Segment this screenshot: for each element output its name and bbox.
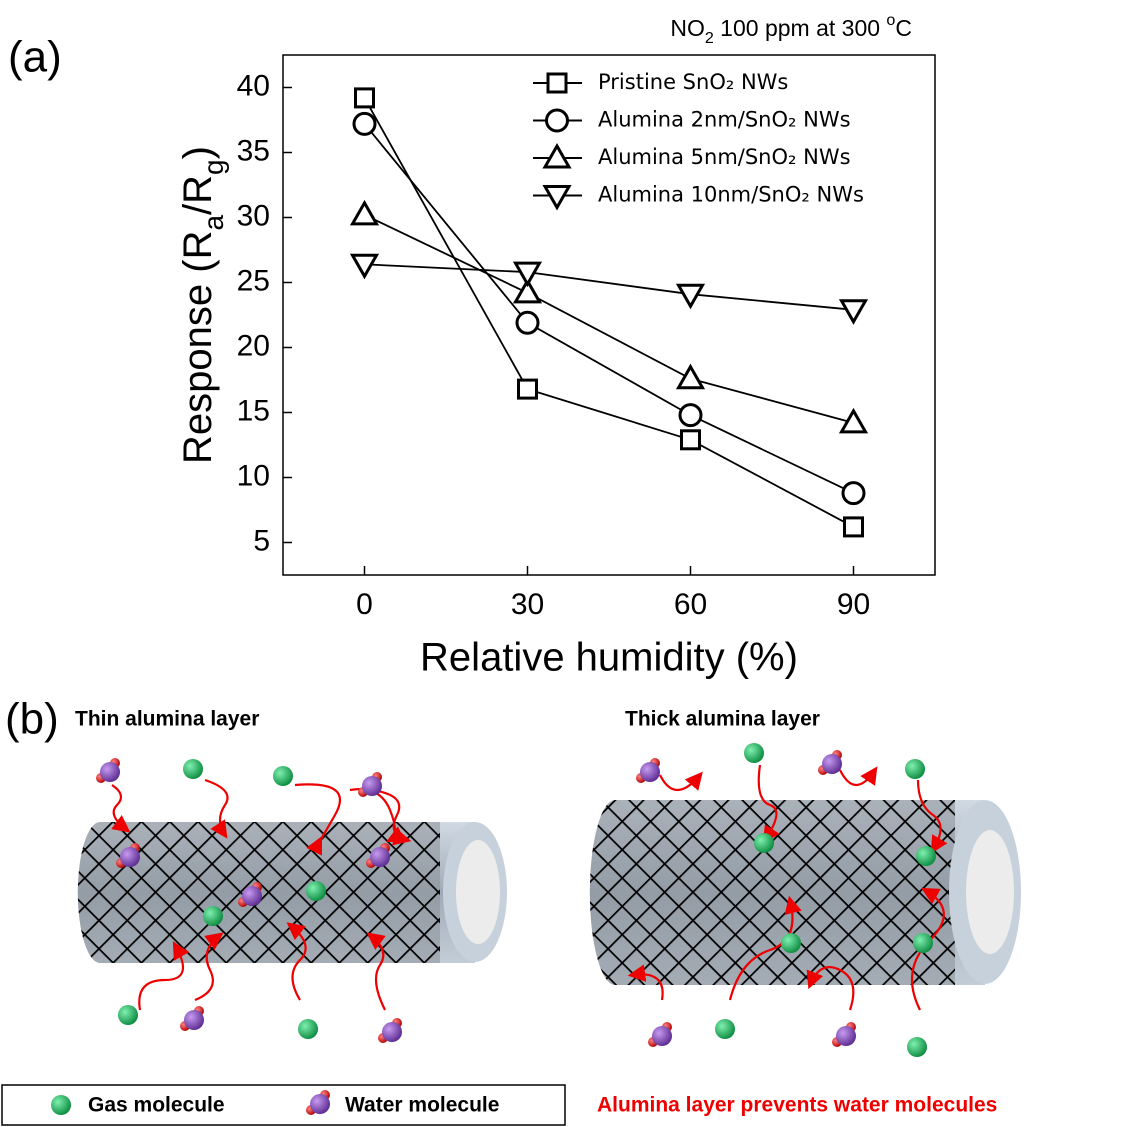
marker — [354, 87, 375, 109]
legend-label: Water molecule — [345, 1094, 499, 1117]
marker — [512, 277, 543, 304]
x-axis-label: Relative humidity (%) — [420, 636, 798, 680]
panel-label: (b) — [5, 695, 59, 744]
legend-label: Alumina 2nm/SnO₂ NWs — [598, 108, 851, 132]
y-tick-label: 25 — [237, 264, 270, 297]
marker — [515, 310, 540, 335]
y-tick-label: 40 — [237, 69, 270, 102]
nanowire — [77, 822, 507, 963]
gas-molecule — [306, 881, 326, 901]
y-axis-label-part: a — [198, 215, 229, 231]
marker — [838, 299, 869, 325]
marker — [542, 185, 572, 211]
x-tick-label: 0 — [356, 588, 373, 621]
gas-molecule — [715, 1019, 735, 1039]
legend-label: Pristine SnO₂ NWs — [598, 70, 788, 94]
marker — [841, 481, 866, 506]
marker — [675, 283, 706, 310]
gas-molecule — [754, 833, 774, 853]
legend-label: Alumina 10nm/SnO₂ NWs — [598, 183, 864, 207]
marker — [512, 261, 543, 288]
marker — [349, 199, 380, 226]
marker — [352, 111, 377, 136]
panel-label: (a) — [8, 33, 62, 82]
y-tick-label: 35 — [237, 134, 270, 167]
chart-title-part: o — [886, 11, 895, 29]
chart-title: NO2 100 ppm at 300 oC — [670, 11, 912, 47]
marker — [838, 407, 869, 434]
chart-title-part: C — [895, 15, 912, 41]
gas-molecule — [744, 743, 764, 763]
diagram-title: Thin alumina layer — [75, 708, 259, 731]
diagram: Thin alumina layer Thick alumina layer — [1, 708, 1021, 1126]
chart: 0 30 60 90 5 10 15 20 25 30 35 40 Relative humidity … — [176, 11, 936, 680]
marker — [675, 363, 706, 390]
y-axis-label: Response (Ra/Rg) — [176, 146, 229, 464]
gas-molecule — [118, 1005, 138, 1025]
water-molecule — [378, 1018, 402, 1043]
water-molecule — [648, 1022, 672, 1047]
gas-molecule — [273, 766, 293, 786]
water-molecule — [180, 1006, 204, 1031]
gas-molecule — [916, 846, 936, 866]
chart-title-part: NO — [670, 15, 705, 41]
gas-molecule — [203, 906, 223, 926]
gas-molecule — [907, 1037, 927, 1057]
water-molecule — [832, 1022, 856, 1047]
plot-frame — [282, 54, 936, 576]
marker — [545, 108, 569, 133]
y-axis-label-part: Response (R — [176, 231, 220, 464]
marker — [680, 429, 701, 451]
x-tick-label: 30 — [511, 588, 544, 621]
legend-label: Gas molecule — [88, 1094, 225, 1117]
y-tick-label: 10 — [237, 459, 270, 492]
x-tick-label: 60 — [674, 588, 707, 621]
legend-label: Alumina 5nm/SnO₂ NWs — [598, 145, 851, 169]
gas-molecule — [51, 1095, 71, 1115]
gas-molecule — [913, 933, 933, 953]
y-tick-label: 30 — [237, 199, 270, 232]
series-line — [363, 97, 854, 528]
gas-molecule — [905, 759, 925, 779]
marker — [542, 142, 572, 169]
marker — [678, 403, 703, 428]
series-line — [364, 263, 854, 311]
y-tick-label: 15 — [237, 394, 270, 427]
y-axis-label-part: g — [198, 159, 229, 175]
x-tick-label: 90 — [837, 588, 870, 621]
nanowire — [589, 800, 1021, 986]
chart-title-part: 2 — [705, 29, 714, 47]
water-molecule — [358, 772, 382, 797]
diagram-title: Thick alumina layer — [625, 708, 820, 731]
gas-molecule — [298, 1019, 318, 1039]
series-line — [364, 214, 854, 424]
water-molecule — [818, 750, 842, 775]
marker — [517, 378, 538, 400]
water-molecule — [96, 758, 120, 783]
water-molecule — [636, 758, 660, 783]
marker — [546, 72, 568, 94]
y-axis-label-part: ) — [176, 146, 220, 159]
legend-box — [1, 1084, 566, 1126]
y-tick-label: 5 — [253, 524, 270, 557]
marker — [843, 516, 864, 538]
y-axis-label-part: /R — [176, 175, 220, 215]
gas-molecule — [183, 759, 203, 779]
series-line — [363, 123, 854, 494]
marker — [349, 253, 380, 280]
gas-molecule — [781, 933, 801, 953]
chart-title-part: 100 ppm at 300 — [714, 15, 887, 41]
caption: Alumina layer prevents water molecules — [597, 1094, 997, 1117]
y-tick-label: 20 — [237, 329, 270, 362]
